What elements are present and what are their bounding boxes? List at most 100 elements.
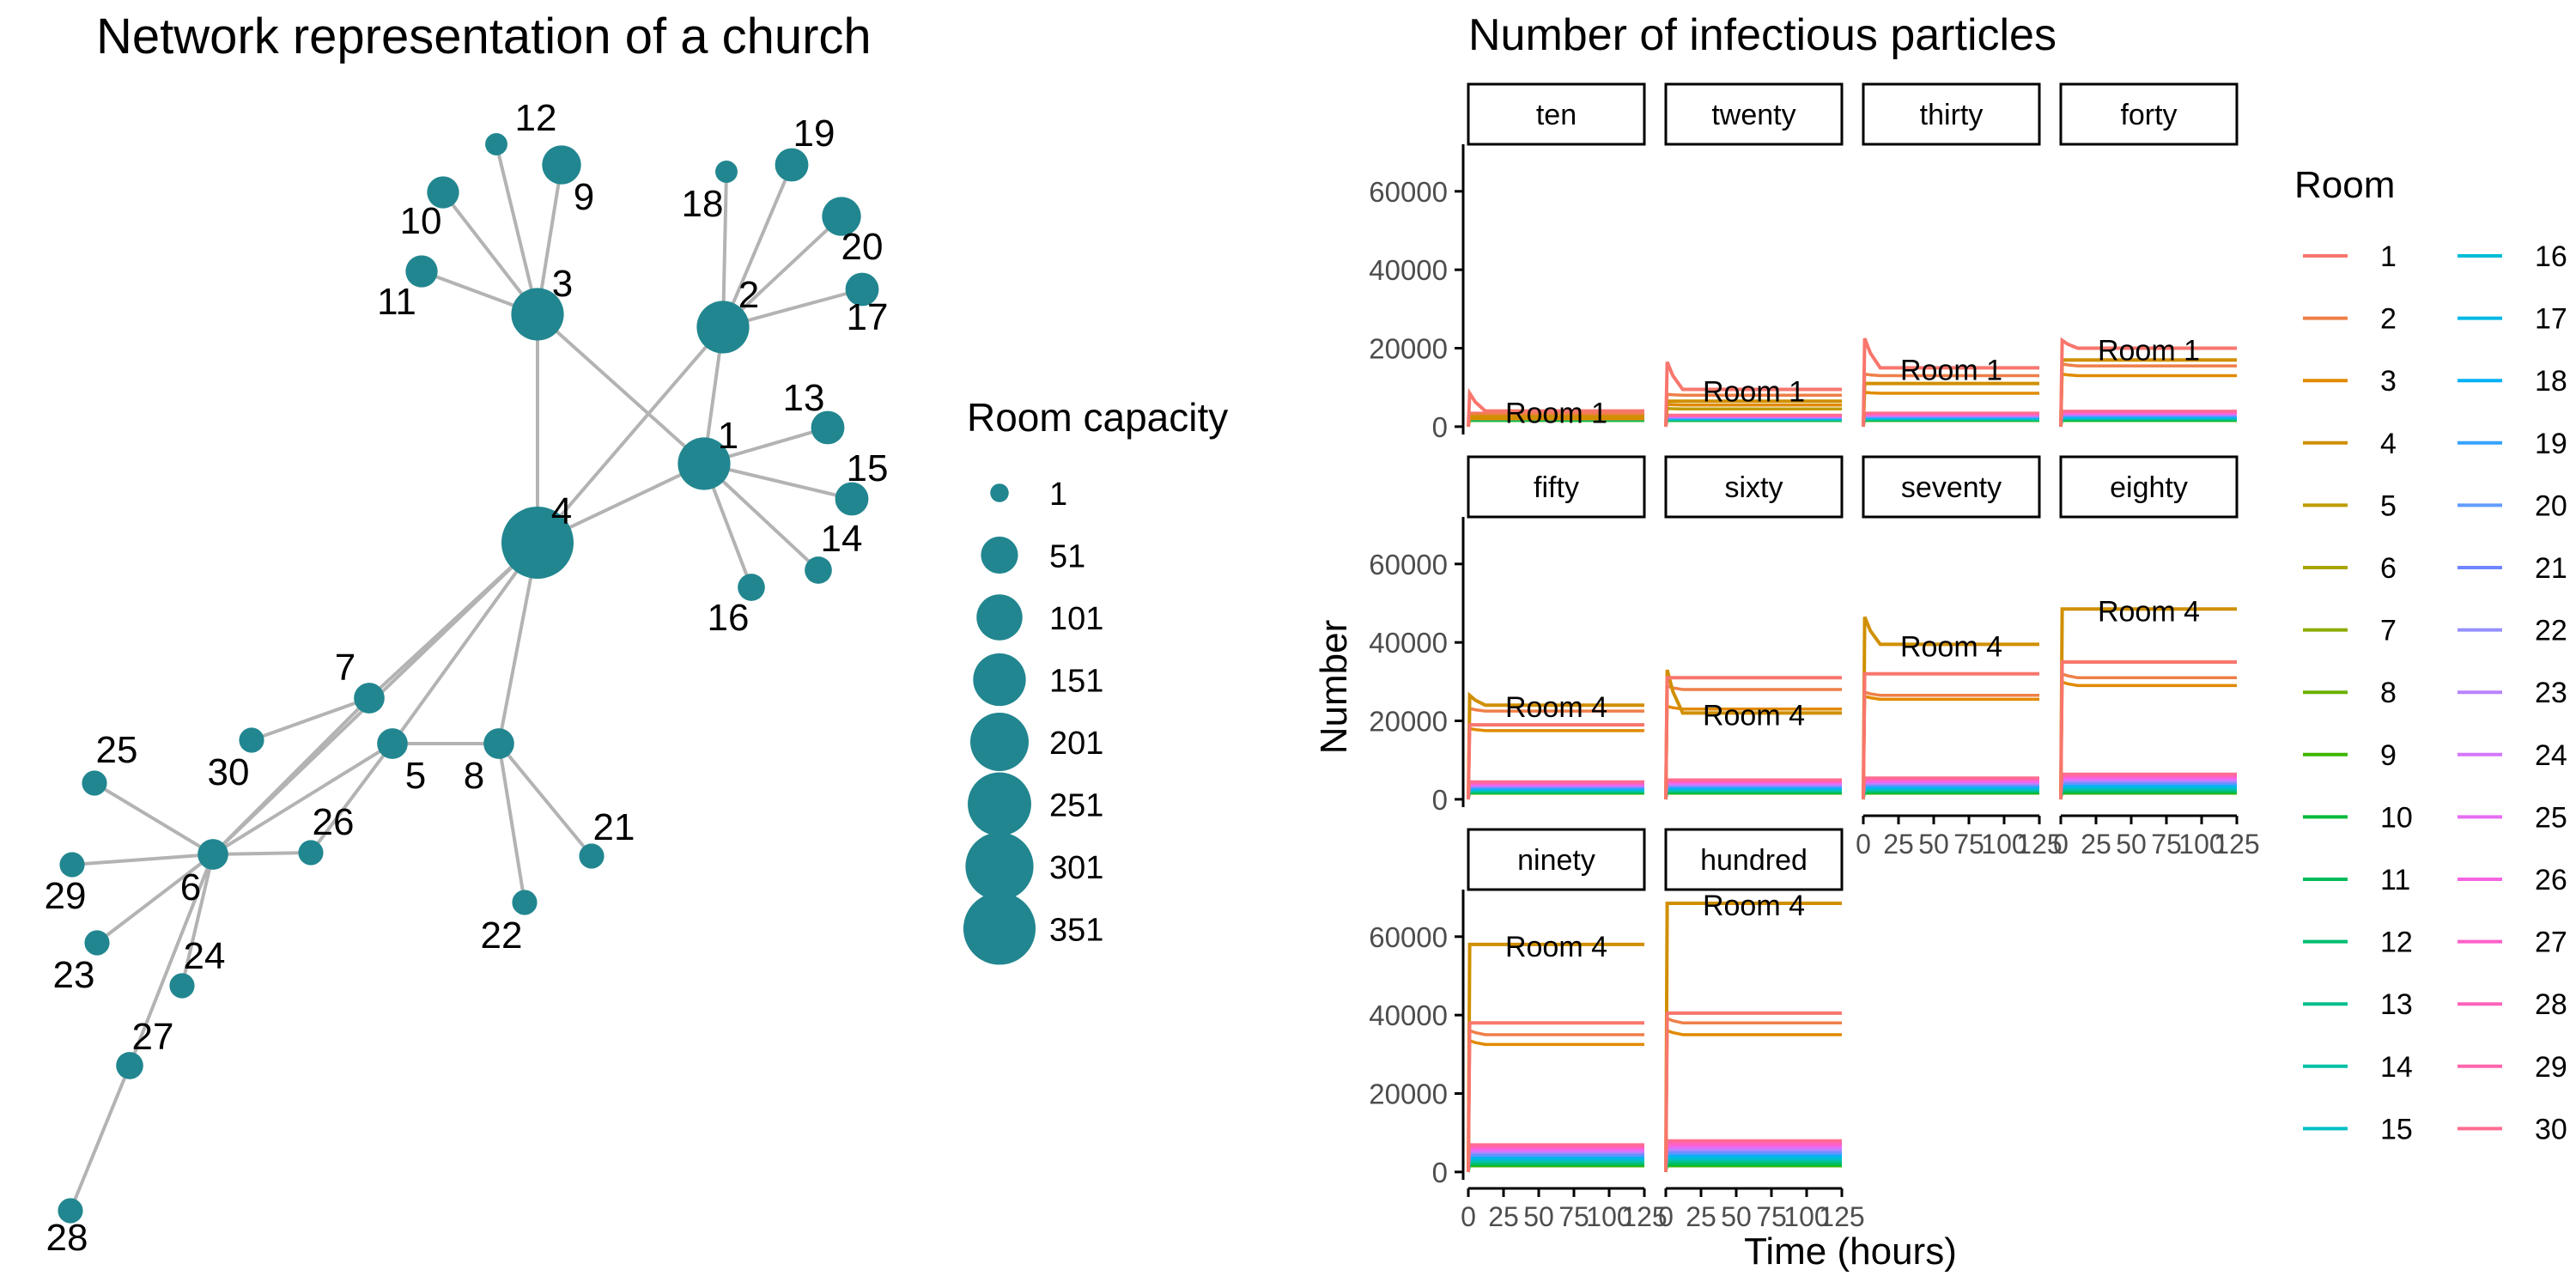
series-line-room-1: [2059, 337, 2237, 427]
series-line-room-13: [2059, 417, 2237, 428]
facet-annotation: Room 1: [2098, 335, 2200, 368]
room-legend-label: 10: [2380, 801, 2413, 834]
series-line-room-9: [1467, 792, 1644, 800]
facet-ten: ten Room 1 0 20000 40000 60000: [1369, 82, 1646, 443]
network-node-label: 15: [847, 447, 889, 489]
facet-strip: [1862, 82, 2041, 146]
x-tick-label: 100: [1981, 829, 2026, 860]
y-tick-label: 20000: [1369, 706, 1448, 738]
room-legend-label: 17: [2535, 303, 2567, 336]
network-node-label: 10: [400, 200, 442, 242]
facet-strip: [1664, 82, 1844, 146]
facet-strip: [1467, 828, 1646, 891]
network-node-label: 21: [593, 806, 635, 848]
series-line-room-13: [1664, 418, 1842, 428]
capacity-legend-title: Room capacity: [967, 395, 1228, 440]
network-edge: [211, 696, 371, 856]
series-line-room-11: [1664, 791, 1842, 800]
x-tick-label: 50: [1918, 829, 1949, 860]
network-node-label: 8: [464, 755, 484, 797]
room-legend-label: 11: [2380, 864, 2410, 896]
network-node-label: 30: [208, 751, 250, 793]
series-line-room-10: [1467, 1163, 1644, 1173]
series-line-room-15: [1664, 417, 1842, 428]
room-legend-label: 6: [2380, 552, 2397, 585]
facet-ninety: ninety Room 4 0 20000 40000 60000 0 25 50 7510012…: [1369, 828, 1668, 1232]
x-tick-label: 125: [2214, 829, 2259, 860]
x-tick-label: 25: [1686, 1201, 1716, 1232]
capacity-legend-key: [969, 712, 1030, 772]
facet-strip-label: seventy: [1901, 471, 2002, 504]
network-node-25: [82, 770, 107, 796]
facet-strip-label: thirty: [1920, 99, 1984, 131]
capacity-legend-key: [965, 832, 1034, 901]
y-tick-label: 20000: [1369, 1078, 1448, 1110]
facet-strip-label: twenty: [1711, 99, 1795, 131]
x-tick-label: 75: [1756, 1201, 1787, 1232]
capacity-legend-key: [968, 772, 1031, 836]
x-tick-label: 100: [2178, 829, 2224, 860]
network-node-26: [298, 840, 324, 866]
facet-annotation: Room 4: [1505, 931, 1607, 963]
y-tick-label: 0: [1432, 411, 1448, 443]
facet-strip: [1664, 828, 1844, 891]
facet-strip-label: forty: [2120, 99, 2177, 131]
series-line-room-12: [2059, 417, 2237, 428]
series-line-room-1: [1862, 671, 2039, 799]
capacity-legend-key: [963, 892, 1036, 965]
network-node-6: [197, 839, 228, 870]
network-node-label: 27: [132, 1016, 174, 1058]
capacity-legend-label: 251: [1049, 788, 1103, 824]
network-node-2: [696, 301, 750, 354]
x-tick-label: 0: [1658, 1201, 1674, 1232]
facet-strip-label: fifty: [1534, 471, 1579, 504]
room-legend-label: 23: [2535, 677, 2567, 709]
x-tick-label: 75: [1558, 1201, 1589, 1232]
y-tick-label: 60000: [1369, 176, 1448, 208]
network-node-24: [169, 973, 195, 999]
room-legend-label: 22: [2535, 615, 2567, 647]
facet-strip: [1664, 455, 1844, 519]
network-node-4: [501, 507, 574, 579]
series-line-room-12: [1664, 790, 1842, 800]
facet-twenty: twenty Room 1: [1664, 82, 1844, 428]
network-node-label: 1: [718, 415, 738, 457]
series-line-room-11: [2059, 790, 2237, 800]
series-line-room-12: [1467, 790, 1644, 800]
y-tick-label: 40000: [1369, 254, 1448, 286]
series-line-room-14: [1664, 417, 1842, 428]
y-tick-label: 40000: [1369, 627, 1448, 659]
network-edge: [721, 215, 843, 329]
network-edge: [497, 742, 593, 858]
network-node-label: 23: [53, 954, 95, 996]
facet-sixty: sixty Room 4: [1664, 455, 1844, 800]
network-node-label: 13: [783, 377, 825, 419]
facet-annotation: Room 4: [2098, 595, 2200, 628]
series-line-room-11: [1467, 1163, 1644, 1173]
y-tick-label: 0: [1432, 1157, 1448, 1188]
facet-strip-label: eighty: [2110, 471, 2188, 504]
x-tick-label: 50: [1523, 1201, 1554, 1232]
network-node-20: [822, 197, 861, 236]
network-edge: [93, 781, 215, 856]
series-line-room-9: [1664, 792, 1842, 800]
x-tick-label: 75: [1953, 829, 1984, 860]
network-node-23: [84, 930, 110, 956]
network-edge: [495, 143, 539, 315]
network-node-17: [845, 272, 879, 307]
network-edge: [536, 325, 725, 544]
series-line-room-4: [2059, 607, 2237, 799]
room-legend-label: 18: [2535, 365, 2567, 398]
network-node-label: 14: [821, 518, 863, 560]
facet-annotation: Room 4: [1505, 691, 1607, 724]
network-node-label: 4: [551, 490, 572, 532]
room-legend-label: 5: [2380, 489, 2397, 522]
network-node-12: [485, 133, 507, 155]
room-legend-label: 29: [2535, 1051, 2567, 1084]
room-legend-label: 21: [2535, 552, 2567, 585]
series-line-room-10: [1467, 791, 1644, 800]
series-line-room-1: [1467, 387, 1644, 427]
